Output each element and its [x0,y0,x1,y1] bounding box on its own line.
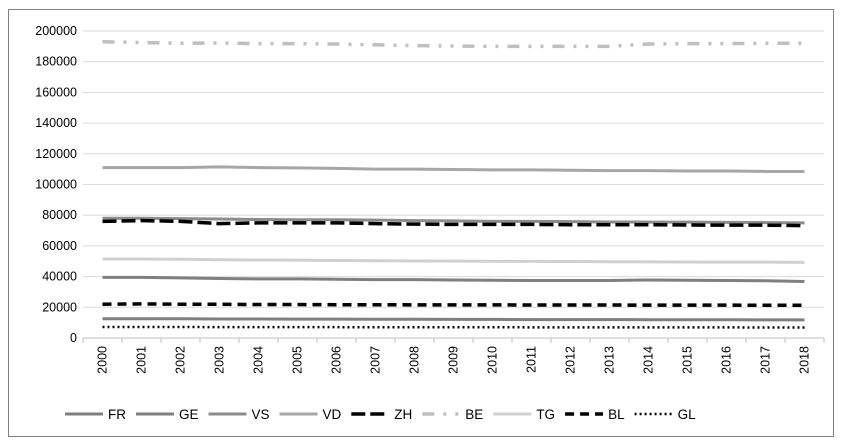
x-tick-label: 2004 [252,346,266,374]
y-tick-label: 40000 [42,270,77,284]
legend: FR GE VS VD ZH BE TG BL GL [65,407,696,422]
y-tick-label: 80000 [42,208,77,222]
legend-label: FR [108,407,126,422]
legend-item-bl: BL [565,407,625,422]
legend-item-vd: VD [279,407,342,422]
x-tick-label: 2015 [681,346,695,374]
legend-label: VD [323,407,342,422]
legend-item-tg: TG [493,407,555,422]
legend-label: ZH [394,407,412,422]
series-line-gl [102,325,805,329]
x-tick-label: 2014 [642,346,656,374]
x-tick-label: 2013 [603,346,617,374]
y-tick-label: 100000 [35,178,77,192]
x-tick-label: 2012 [564,346,578,374]
legend-item-zh: ZH [351,407,412,422]
legend-label: GL [678,407,697,422]
x-axis: 2000 2001 2002 2003 2004 2005 2006 2007 2008 2009… [82,337,825,374]
x-tick-label: 2006 [330,346,344,374]
x-tick-label: 2009 [447,346,461,374]
series-line-tg [102,257,805,264]
y-tick-label: 180000 [35,55,77,69]
gridlines [83,30,824,339]
series-line-be [102,40,805,49]
line-chart: 0 20000 40000 60000 80000 100000 120000 140000 1… [35,24,825,422]
y-tick-label: 60000 [42,239,77,253]
x-tick-label: 2007 [369,346,383,374]
legend-item-gl: GL [634,407,697,422]
x-tick-label: 2001 [135,346,149,374]
y-tick-label: 0 [70,331,77,345]
series-line-ge [102,275,805,284]
x-tick-label: 2008 [408,346,422,374]
legend-label: VS [252,407,270,422]
legend-item-be: BE [422,407,483,422]
x-tick-label: 2002 [174,346,188,374]
x-tick-label: 2018 [798,346,812,374]
chart-frame: 0 20000 40000 60000 80000 100000 120000 140000 1… [8,9,834,437]
y-tick-label: 140000 [35,116,77,130]
legend-label: BE [465,407,483,422]
series-line-zh [102,218,805,228]
y-tick-label: 120000 [35,147,77,161]
y-tick-label: 200000 [35,24,77,38]
legend-label: BL [608,407,625,422]
x-tick-label: 2016 [720,346,734,374]
series-line-fr [102,317,805,322]
x-tick-label: 2000 [96,346,110,374]
legend-label: GE [179,407,199,422]
x-tick-label: 2003 [213,346,227,374]
series-line-vd [102,165,805,173]
y-tick-label: 160000 [35,85,77,99]
legend-item-ge: GE [136,407,199,422]
legend-label: TG [536,407,555,422]
legend-item-vs: VS [208,407,270,422]
y-tick-label: 20000 [42,300,77,314]
x-tick-label: 2010 [486,346,500,374]
x-tick-label: 2005 [291,346,305,374]
series-lines [102,40,805,329]
series-line-bl [102,302,805,308]
legend-item-fr: FR [65,407,126,422]
x-tick-label: 2011 [525,346,539,373]
y-axis: 0 20000 40000 60000 80000 100000 120000 140000 1… [35,24,77,345]
series-line-vs [102,216,805,225]
x-tick-label: 2017 [759,346,773,374]
